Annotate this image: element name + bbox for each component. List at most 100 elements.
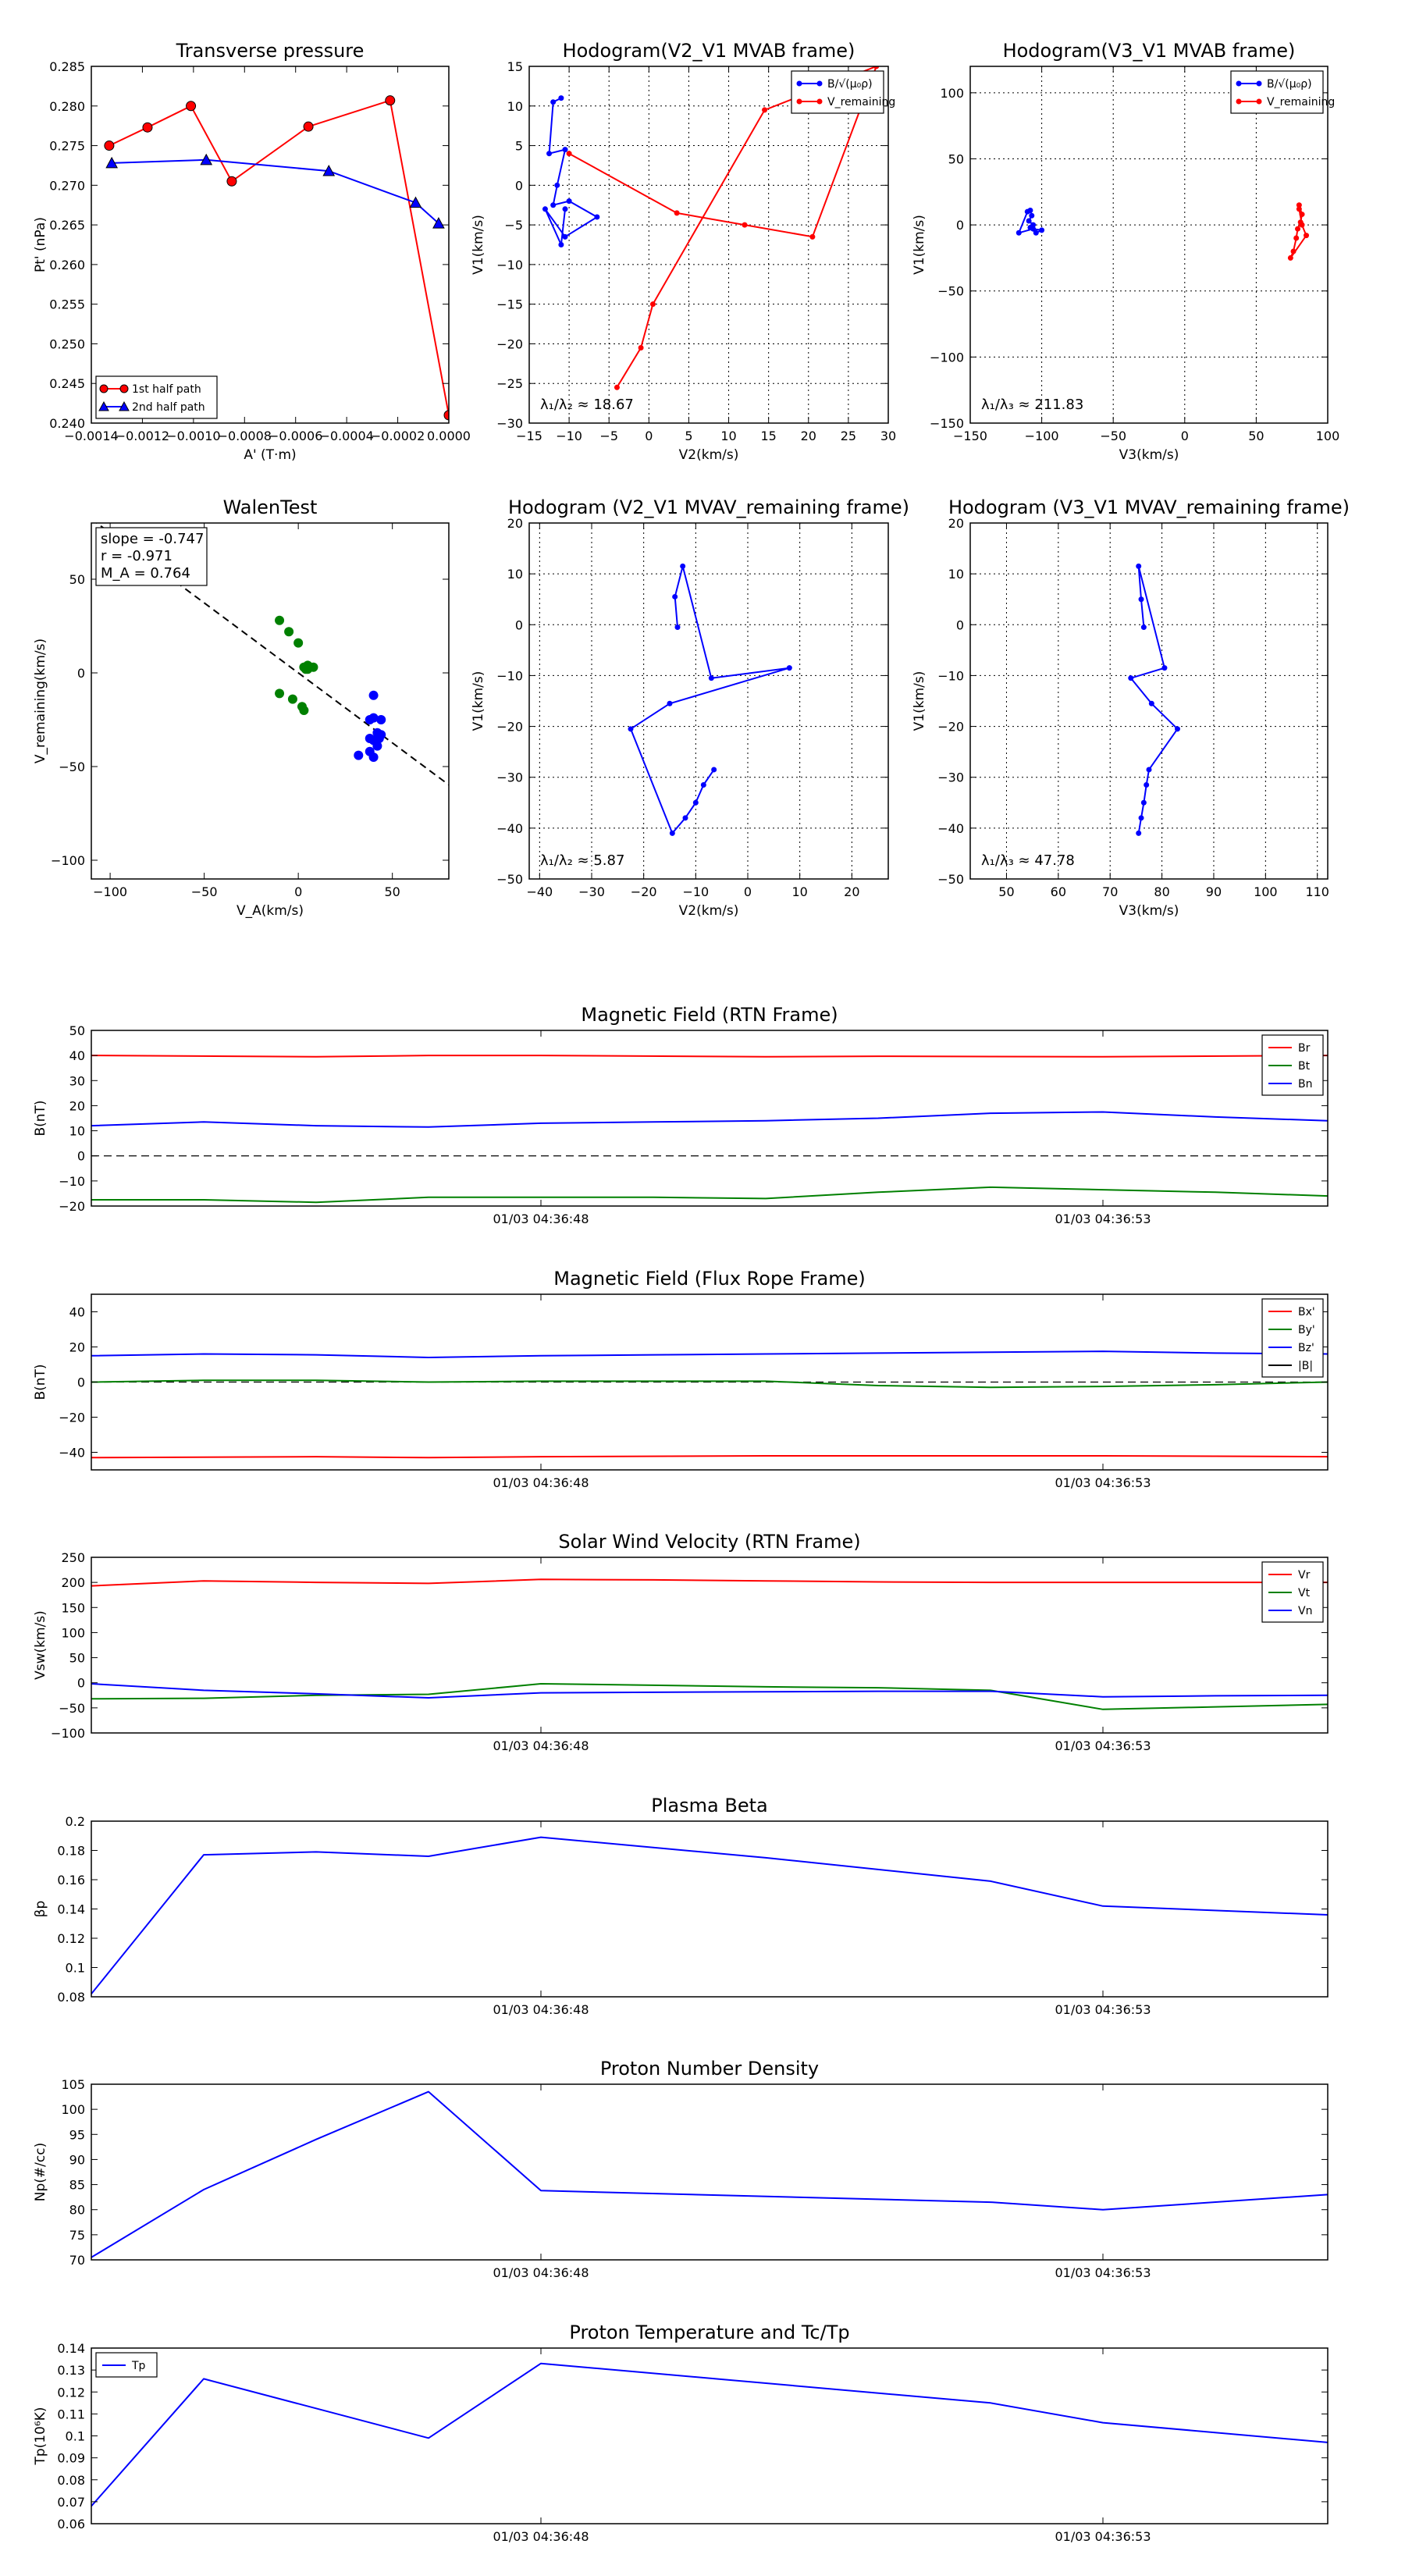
series-line: [91, 2090, 1328, 2258]
data-point: [594, 214, 600, 220]
y-tick-label: −10: [937, 668, 964, 683]
plot-frame: [91, 1557, 1329, 1734]
legend-label: Bx': [1298, 1306, 1315, 1318]
data-point: [700, 781, 706, 788]
hodogram-v3v1-mvab-chart: −150 −100 −50 0 50 100 −150 −100 −50 0 50 100 Hodogr…: [912, 40, 1339, 463]
data-point: [365, 734, 375, 743]
x-tick-label: 30: [880, 429, 896, 443]
data-point: [1136, 563, 1142, 569]
y-tick-label: 40: [69, 1305, 85, 1320]
data-point: [1146, 767, 1152, 773]
data-point: [682, 815, 688, 821]
data-point: [1138, 596, 1144, 603]
legend-label: V_remaining: [1267, 96, 1335, 109]
y-tick-label: −30: [496, 416, 523, 431]
eigenvalue-ratio: λ₁/λ₂ ≈ 18.67: [540, 397, 634, 413]
series-line: [91, 1683, 1328, 1710]
data-point: [443, 410, 449, 421]
data-point: [354, 750, 364, 760]
x-tick-label: −0.0006: [269, 429, 322, 443]
data-point: [303, 121, 314, 132]
y-tick-label: 10: [69, 1124, 85, 1139]
y-tick-label: 0.09: [57, 2451, 85, 2466]
series-line: [91, 1379, 1328, 1389]
x-tick-label: 0: [294, 884, 302, 899]
legend-label: Tp: [131, 2360, 146, 2372]
data-point: [1039, 227, 1045, 233]
y-tick-label: 0: [77, 1149, 85, 1164]
plot-frame: [91, 522, 450, 880]
plot-frame: [969, 66, 1329, 424]
y-tick-label: −40: [937, 821, 964, 836]
chart-title: Plasma Beta: [651, 1795, 767, 1816]
proton-temperature-chart: 01/03 04:36:48 01/03 04:36:53 0.06 0.07 0.08…: [33, 2322, 1329, 2544]
y-tick-label: 0: [956, 218, 964, 233]
series-second: [354, 690, 386, 762]
data-point: [1026, 218, 1032, 224]
legend-label: V_remaining: [827, 96, 895, 109]
data-point: [1136, 830, 1142, 836]
data-point: [105, 156, 119, 169]
data-point: [692, 799, 699, 806]
data-point: [301, 664, 311, 674]
y-tick-label: 0.14: [57, 2341, 85, 2356]
y-tick-label: −20: [59, 1411, 85, 1425]
x-axis-label: V2(km/s): [679, 903, 739, 919]
y-tick-label: −20: [496, 336, 523, 351]
y-tick-label: 20: [948, 516, 964, 531]
data-point: [711, 767, 717, 773]
data-point: [566, 198, 572, 205]
series-line: [91, 1578, 1328, 1587]
x-tick-label: 01/03 04:36:53: [1055, 2265, 1151, 2280]
series-beta: [91, 1836, 1328, 1994]
stats-line: M_A = 0.764: [101, 565, 190, 582]
series-Vt: [91, 1683, 1328, 1710]
y-tick-label: 10: [507, 567, 523, 582]
legend-label: Bt: [1298, 1060, 1311, 1073]
x-tick-label: 20: [801, 429, 816, 443]
y-axis-label: V1(km/s): [471, 671, 486, 731]
y-tick-label: 0.1: [66, 2429, 85, 2444]
y-tick-label: 80: [69, 2203, 85, 2218]
legend-label: Vn: [1298, 1605, 1312, 1617]
y-axis-label: V1(km/s): [912, 215, 927, 275]
plot-frame: [91, 2083, 1329, 2261]
legend: Bx' By' Bz' |B|: [1261, 1298, 1324, 1378]
y-tick-label: 0.18: [57, 1844, 85, 1859]
y-tick-label: 0: [515, 178, 523, 193]
chart-title: Hodogram (V3_V1 MVAV_remaining frame): [948, 496, 1350, 518]
y-tick-label: 20: [69, 1098, 85, 1113]
x-tick-label: 90: [1206, 884, 1222, 899]
y-tick-label: −40: [496, 821, 523, 836]
x-tick-label: 10: [720, 429, 736, 443]
plot-frame: [91, 1030, 1329, 1207]
magnetic-field-flux-rope-chart: 01/03 04:36:48 01/03 04:36:53 −40 −20 0 20 40 M…: [33, 1268, 1329, 1490]
data-point: [376, 715, 386, 724]
series-By': [91, 1379, 1328, 1389]
x-tick-label: −20: [631, 884, 657, 899]
data-point: [293, 638, 304, 648]
y-tick-label: −30: [496, 770, 523, 785]
data-point: [1287, 254, 1293, 261]
x-tick-label: −100: [93, 884, 127, 899]
y-tick-label: −20: [496, 720, 523, 735]
data-point: [322, 164, 336, 176]
y-tick-label: 0: [77, 1375, 85, 1390]
y-tick-label: 0: [515, 617, 523, 632]
x-tick-label: 01/03 04:36:53: [1055, 1475, 1151, 1490]
y-tick-label: 0.260: [49, 258, 85, 272]
data-point: [674, 624, 681, 631]
x-tick-label: −0.0008: [218, 429, 272, 443]
series-line: [544, 97, 598, 246]
y-tick-label: 0.12: [57, 2385, 85, 2400]
y-tick-label: 0: [956, 617, 964, 632]
data-point: [554, 182, 560, 188]
x-tick-label: −0.0014: [64, 429, 118, 443]
y-tick-label: 0.16: [57, 1873, 85, 1888]
y-tick-label: 0.07: [57, 2495, 85, 2510]
x-tick-label: 0: [645, 429, 653, 443]
stats-box: [95, 527, 208, 586]
x-tick-label: 60: [1051, 884, 1066, 899]
x-tick-label: −0.0012: [116, 429, 169, 443]
